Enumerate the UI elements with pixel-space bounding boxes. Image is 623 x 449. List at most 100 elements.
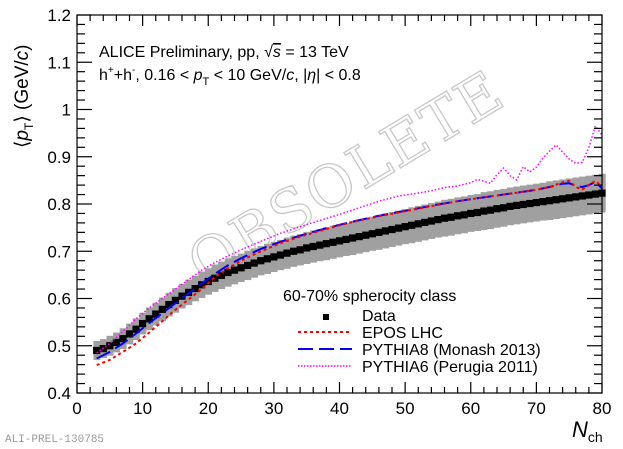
y-axis-unit-c: c — [12, 50, 33, 60]
data-point — [152, 310, 160, 318]
y-axis-p: p — [12, 130, 33, 142]
data-point — [283, 249, 291, 257]
data-point — [237, 264, 245, 272]
data-point — [552, 196, 560, 204]
data-point — [119, 335, 127, 343]
eta-symbol: η — [307, 67, 316, 84]
data-point — [362, 231, 370, 239]
legend-label-data: Data — [362, 308, 396, 325]
data-point — [421, 218, 429, 227]
data-point — [309, 242, 317, 251]
data-point — [322, 240, 330, 248]
pt-p: p — [193, 67, 203, 84]
data-points — [93, 189, 606, 355]
data-point — [473, 208, 481, 217]
data-point — [276, 251, 285, 259]
legend-header: 60-70% spherocity class — [283, 288, 456, 305]
data-point — [132, 325, 140, 333]
x-tick-label: 10 — [133, 399, 152, 418]
data-point — [480, 207, 488, 215]
data-point — [125, 330, 134, 338]
x-tick-label: 20 — [199, 399, 218, 418]
data-point — [244, 261, 252, 270]
data-point — [211, 274, 219, 282]
data-point — [572, 193, 580, 201]
pythia6-curve — [96, 124, 603, 354]
y-axis-title: ⟨pT⟩ (GeV/c) — [12, 45, 36, 149]
data-point — [460, 211, 468, 219]
sqrt-symbol: √ — [264, 44, 273, 61]
legend-label-pythia8: PYTHIA8 (Monash 2013) — [362, 342, 541, 359]
experiment-label-prefix: ALICE Preliminary, pp, — [99, 44, 264, 61]
legend-label-epos: EPOS LHC — [362, 325, 443, 342]
data-point — [191, 284, 199, 293]
x-axis-sub-ch: ch — [588, 429, 603, 445]
legend-label-pythia6: PYTHIA6 (Perugia 2011) — [362, 359, 538, 376]
hadron-h: h — [99, 67, 108, 84]
data-point — [349, 234, 357, 242]
pt-range-a: , 0.16 < — [135, 67, 193, 84]
data-point — [165, 301, 173, 309]
experiment-label: ALICE Preliminary, pp, √s = 13 TeV — [99, 44, 349, 61]
y-tick-label: 1.1 — [47, 53, 71, 72]
data-point — [578, 192, 586, 200]
data-point — [178, 292, 186, 300]
data-point — [263, 255, 271, 263]
pt-range-b: < 10 GeV/ — [209, 67, 286, 84]
data-point — [139, 319, 147, 328]
data-point — [434, 215, 442, 224]
data-point — [230, 266, 239, 274]
axes — [76, 14, 603, 394]
data-point — [427, 217, 435, 225]
data-point — [303, 244, 311, 252]
data-point — [526, 199, 534, 208]
data-point — [224, 268, 232, 277]
data-point — [447, 213, 455, 221]
data-point — [145, 315, 153, 323]
x-axis-N: N — [572, 417, 588, 442]
data-point — [414, 220, 422, 228]
data-point — [519, 200, 527, 209]
data-point — [408, 221, 416, 229]
data-point — [335, 237, 344, 245]
data-point — [499, 204, 508, 212]
data-point — [329, 238, 337, 246]
data-point — [158, 305, 166, 313]
data-point — [440, 214, 449, 222]
data-point — [532, 198, 540, 207]
selection-label: h++h-, 0.16 < pT < 10 GeV/c, |η| < 0.8 — [99, 65, 361, 88]
x-tick-label: 60 — [461, 399, 480, 418]
data-point — [355, 233, 363, 241]
data-point — [401, 223, 409, 231]
x-tick-label: 80 — [593, 399, 612, 418]
data-point — [250, 259, 258, 267]
data-point — [486, 206, 495, 214]
pt-unit-c: c — [286, 67, 294, 84]
y-axis-sub-T: T — [22, 122, 36, 130]
x-tick-label: 30 — [264, 399, 283, 418]
preliminary-id: ALI-PREL-130785 — [5, 434, 104, 446]
model-curves — [96, 124, 603, 367]
data-point — [171, 296, 180, 304]
data-point — [381, 227, 390, 235]
pt-subscript: T — [203, 76, 210, 88]
data-point — [270, 253, 278, 261]
data-point — [493, 205, 501, 213]
y-tick-label: 1.2 — [47, 6, 71, 25]
data-point — [559, 195, 567, 203]
y-tick-label: 0.5 — [47, 337, 71, 356]
y-tick-label: 0.4 — [47, 384, 71, 403]
data-point — [585, 191, 593, 199]
y-tick-label: 0.8 — [47, 195, 71, 214]
y-tick-label: 0.7 — [47, 242, 71, 261]
data-point — [565, 194, 573, 202]
data-point — [106, 342, 114, 350]
y-axis-unit-b: ) — [12, 45, 33, 51]
energy-label: = 13 TeV — [281, 44, 349, 61]
data-point — [539, 198, 547, 206]
minus-superscript: - — [132, 65, 135, 76]
data-point — [467, 209, 475, 218]
sqrt-s: s — [273, 44, 281, 61]
x-axis-title: Nch — [572, 417, 603, 445]
